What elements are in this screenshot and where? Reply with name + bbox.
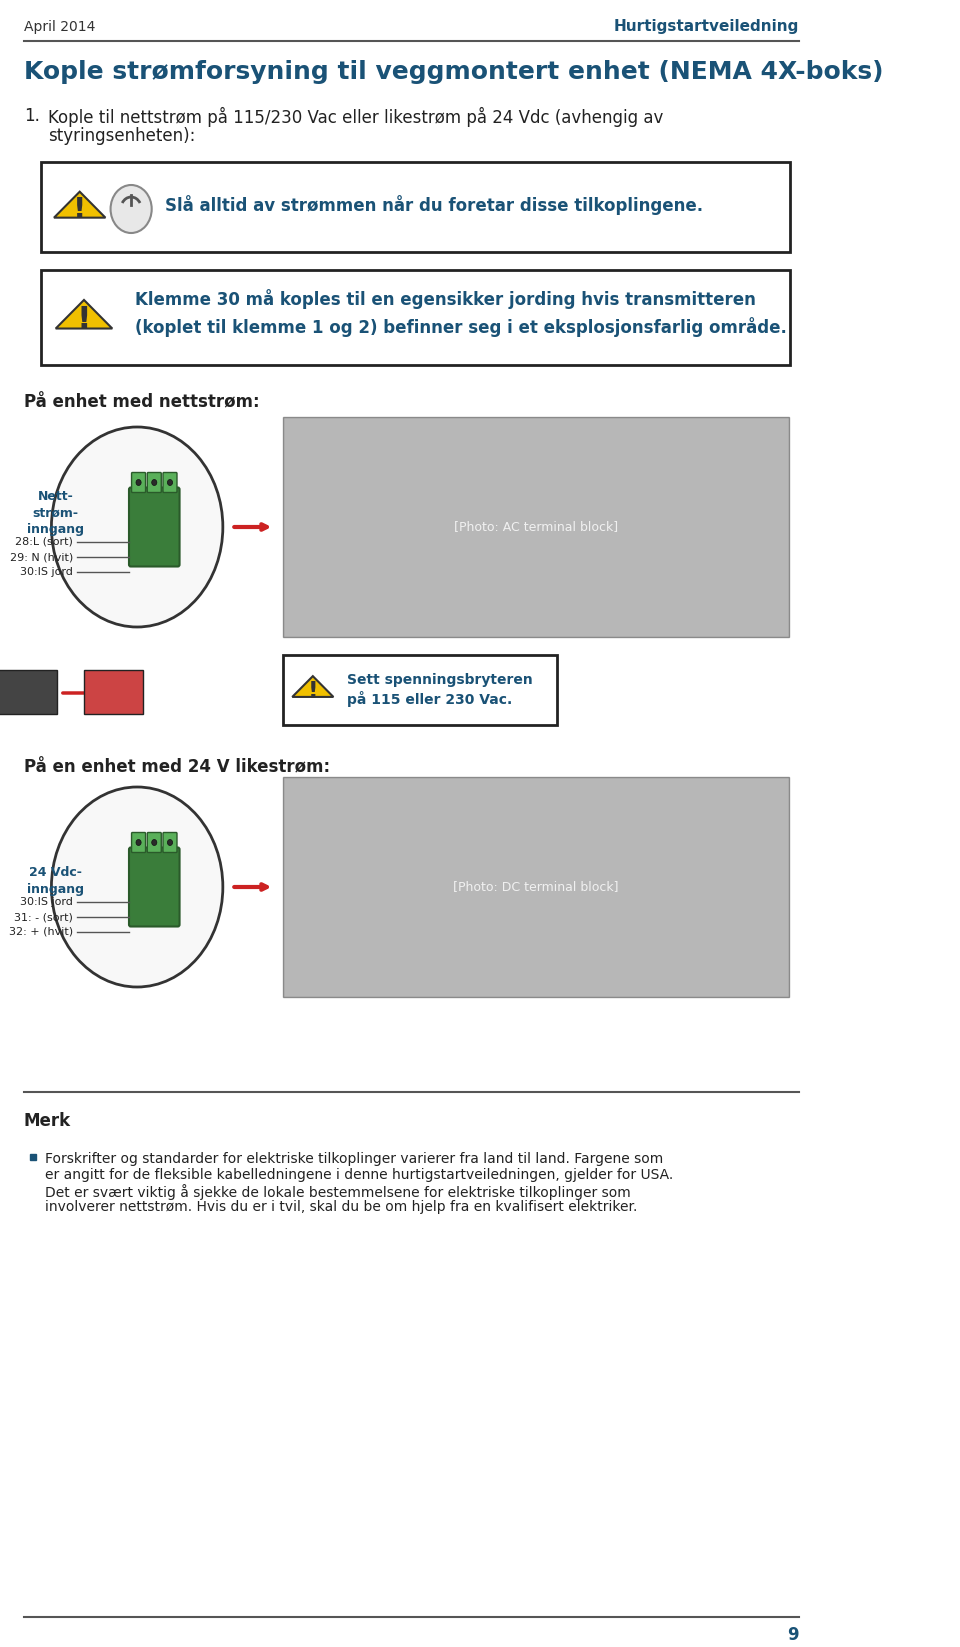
Text: Klemme 30 må koples til en egensikker jording hvis transmitteren: Klemme 30 må koples til en egensikker jo… <box>135 288 756 310</box>
Text: Nett-: Nett- <box>37 491 74 504</box>
Text: styringsenheten):: styringsenheten): <box>48 127 196 145</box>
Polygon shape <box>54 191 106 217</box>
Text: inngang: inngang <box>27 883 84 896</box>
Text: 115: 115 <box>18 688 36 698</box>
Text: !: ! <box>77 305 91 336</box>
FancyBboxPatch shape <box>41 270 790 364</box>
FancyBboxPatch shape <box>147 832 161 853</box>
Text: Sett spenningsbryteren: Sett spenningsbryteren <box>348 674 533 687</box>
Circle shape <box>52 787 223 987</box>
FancyBboxPatch shape <box>283 656 557 725</box>
Text: på 115 eller 230 Vac.: på 115 eller 230 Vac. <box>348 692 513 707</box>
Circle shape <box>167 840 173 845</box>
Text: (koplet til klemme 1 og 2) befinner seg i et eksplosjonsfarlig område.: (koplet til klemme 1 og 2) befinner seg … <box>135 316 787 338</box>
Circle shape <box>110 184 152 232</box>
Circle shape <box>167 479 173 486</box>
FancyBboxPatch shape <box>41 161 790 252</box>
Text: !: ! <box>307 680 318 703</box>
FancyBboxPatch shape <box>283 777 788 996</box>
FancyBboxPatch shape <box>129 488 180 567</box>
FancyBboxPatch shape <box>0 670 58 715</box>
Text: !: ! <box>73 196 86 224</box>
Text: strøm-: strøm- <box>33 507 79 519</box>
Text: Det er svært viktig å sjekke de lokale bestemmelsene for elektriske tilkoplinger: Det er svært viktig å sjekke de lokale b… <box>45 1184 631 1201</box>
Text: 230: 230 <box>131 688 149 698</box>
Text: 32: + (hvit): 32: + (hvit) <box>9 927 73 937</box>
Text: Kople til nettstrøm på 115/230 Vac eller likestrøm på 24 Vdc (avhengig av: Kople til nettstrøm på 115/230 Vac eller… <box>48 107 663 127</box>
Text: 9: 9 <box>787 1626 799 1644</box>
Text: 29: N (hvit): 29: N (hvit) <box>10 552 73 562</box>
Text: På en enhet med 24 V likestrøm:: På en enhet med 24 V likestrøm: <box>24 758 330 776</box>
Polygon shape <box>292 677 333 697</box>
Text: er angitt for de fleksible kabelledningene i denne hurtigstartveiledningen, gjel: er angitt for de fleksible kabelledninge… <box>45 1168 674 1183</box>
Text: April 2014: April 2014 <box>24 20 95 35</box>
FancyBboxPatch shape <box>163 832 177 853</box>
Text: 28:L (sort): 28:L (sort) <box>15 537 73 547</box>
Text: Merk: Merk <box>24 1112 71 1130</box>
Text: Slå alltid av strømmen når du foretar disse tilkoplingene.: Slå alltid av strømmen når du foretar di… <box>165 194 704 216</box>
Text: 24 Vdc-: 24 Vdc- <box>29 866 83 879</box>
Circle shape <box>152 840 156 845</box>
Text: Hurtigstartveiledning: Hurtigstartveiledning <box>613 20 799 35</box>
Circle shape <box>136 840 141 845</box>
Text: 1.: 1. <box>24 107 40 125</box>
FancyBboxPatch shape <box>84 670 143 715</box>
Circle shape <box>52 427 223 628</box>
Text: involverer nettstrøm. Hvis du er i tvil, skal du be om hjelp fra en kvalifisert : involverer nettstrøm. Hvis du er i tvil,… <box>45 1201 637 1214</box>
FancyBboxPatch shape <box>283 417 788 637</box>
FancyBboxPatch shape <box>129 848 180 927</box>
Polygon shape <box>56 300 112 328</box>
Text: Kople strømforsyning til veggmontert enhet (NEMA 4X-boks): Kople strømforsyning til veggmontert enh… <box>24 59 883 84</box>
Text: På enhet med nettstrøm:: På enhet med nettstrøm: <box>24 394 259 412</box>
Text: 31: - (sort): 31: - (sort) <box>14 912 73 922</box>
Text: inngang: inngang <box>27 522 84 535</box>
Circle shape <box>136 479 141 486</box>
FancyBboxPatch shape <box>147 473 161 492</box>
Text: [Photo: AC terminal block]: [Photo: AC terminal block] <box>454 520 617 534</box>
Text: Forskrifter og standarder for elektriske tilkoplinger varierer fra land til land: Forskrifter og standarder for elektriske… <box>45 1151 663 1166</box>
FancyBboxPatch shape <box>132 832 146 853</box>
Circle shape <box>152 479 156 486</box>
Text: 30:IS jord: 30:IS jord <box>20 898 73 907</box>
Text: [Photo: DC terminal block]: [Photo: DC terminal block] <box>453 881 618 894</box>
FancyBboxPatch shape <box>132 473 146 492</box>
Text: 30:IS jord: 30:IS jord <box>20 567 73 576</box>
FancyBboxPatch shape <box>163 473 177 492</box>
